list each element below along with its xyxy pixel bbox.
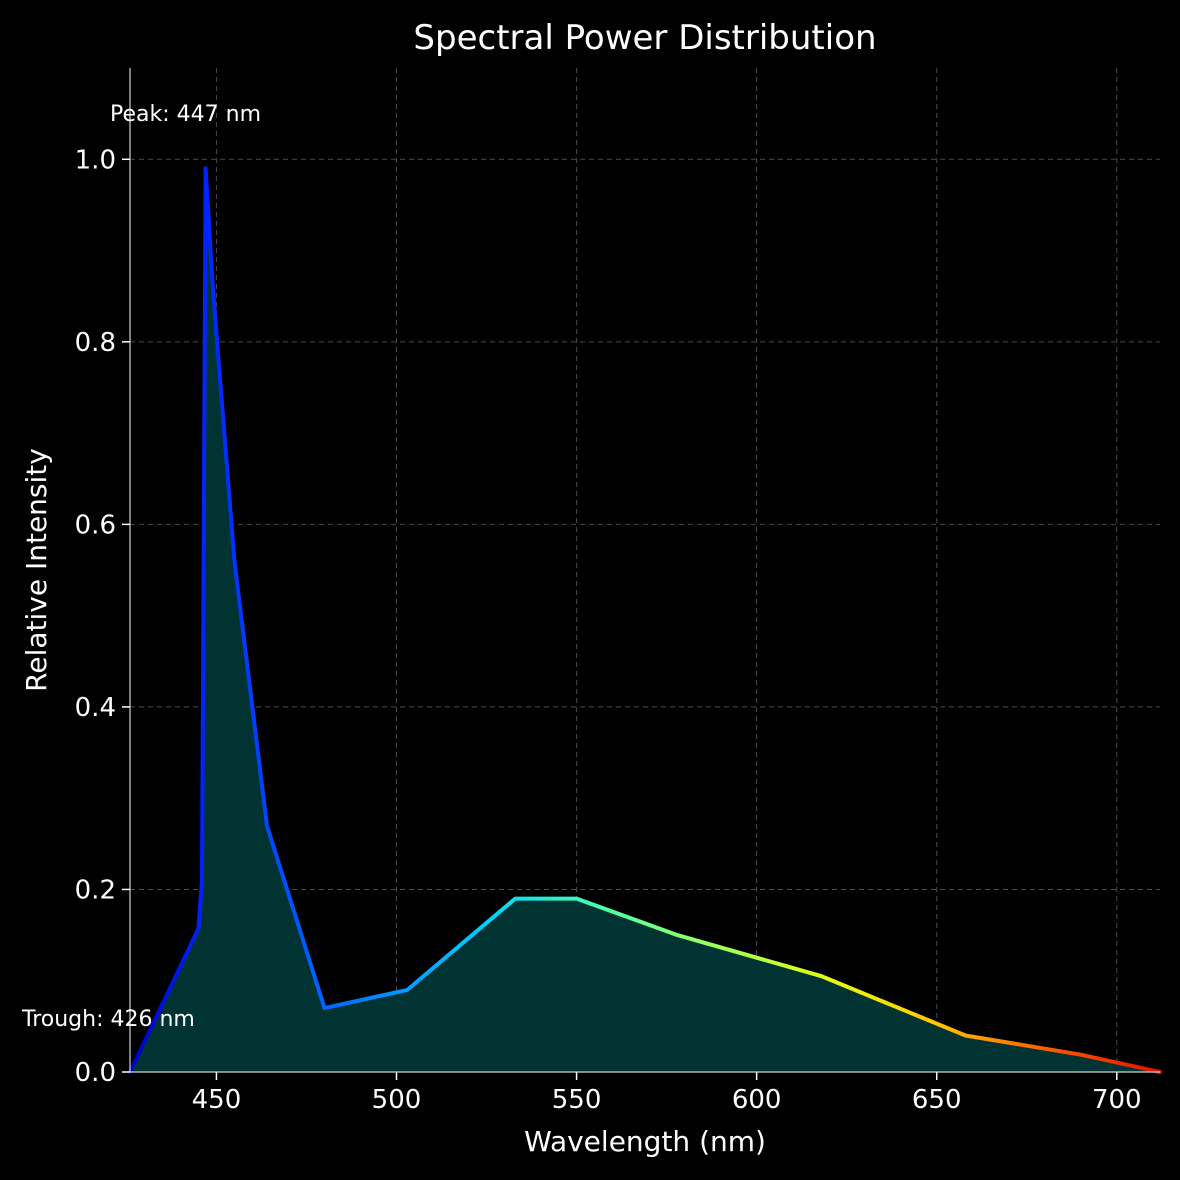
spectrum-area-fill [130, 168, 1160, 1072]
y-axis-label: Relative Intensity [20, 448, 53, 692]
x-tick-label: 600 [732, 1085, 782, 1115]
y-tick-label: 0.6 [75, 510, 116, 540]
x-tick-label: 650 [912, 1085, 962, 1115]
x-tick-label: 550 [552, 1085, 602, 1115]
chart-title: Spectral Power Distribution [413, 18, 876, 58]
y-tick-label: 0.8 [75, 328, 116, 358]
y-tick-label: 0.2 [75, 875, 116, 905]
trough-annotation: Trough: 426 nm [21, 1007, 195, 1032]
y-tick-label: 0.0 [75, 1058, 116, 1088]
x-tick-label: 450 [192, 1085, 242, 1115]
x-axis-ticks: 450 500 550 600 650 700 [192, 1072, 1142, 1115]
grid-lines [130, 68, 1160, 1072]
x-tick-label: 700 [1092, 1085, 1142, 1115]
y-axis-ticks: 0.0 0.2 0.4 0.6 0.8 1.0 [75, 145, 130, 1088]
peak-annotation: Peak: 447 nm [110, 102, 261, 127]
spectrum-line [128, 166, 1162, 1074]
x-tick-label: 500 [372, 1085, 422, 1115]
x-axis-label: Wavelength (nm) [524, 1125, 766, 1158]
y-tick-label: 1.0 [75, 145, 116, 175]
y-tick-label: 0.4 [75, 693, 116, 723]
